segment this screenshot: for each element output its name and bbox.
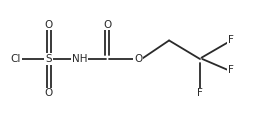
Text: O: O [44,20,53,30]
Text: Cl: Cl [10,54,21,64]
Text: F: F [197,88,203,98]
Text: O: O [103,20,111,30]
Text: F: F [228,65,234,75]
Text: O: O [44,88,53,98]
Text: O: O [134,54,142,64]
Text: F: F [228,35,234,45]
Text: NH: NH [72,54,87,64]
Text: S: S [45,54,52,64]
